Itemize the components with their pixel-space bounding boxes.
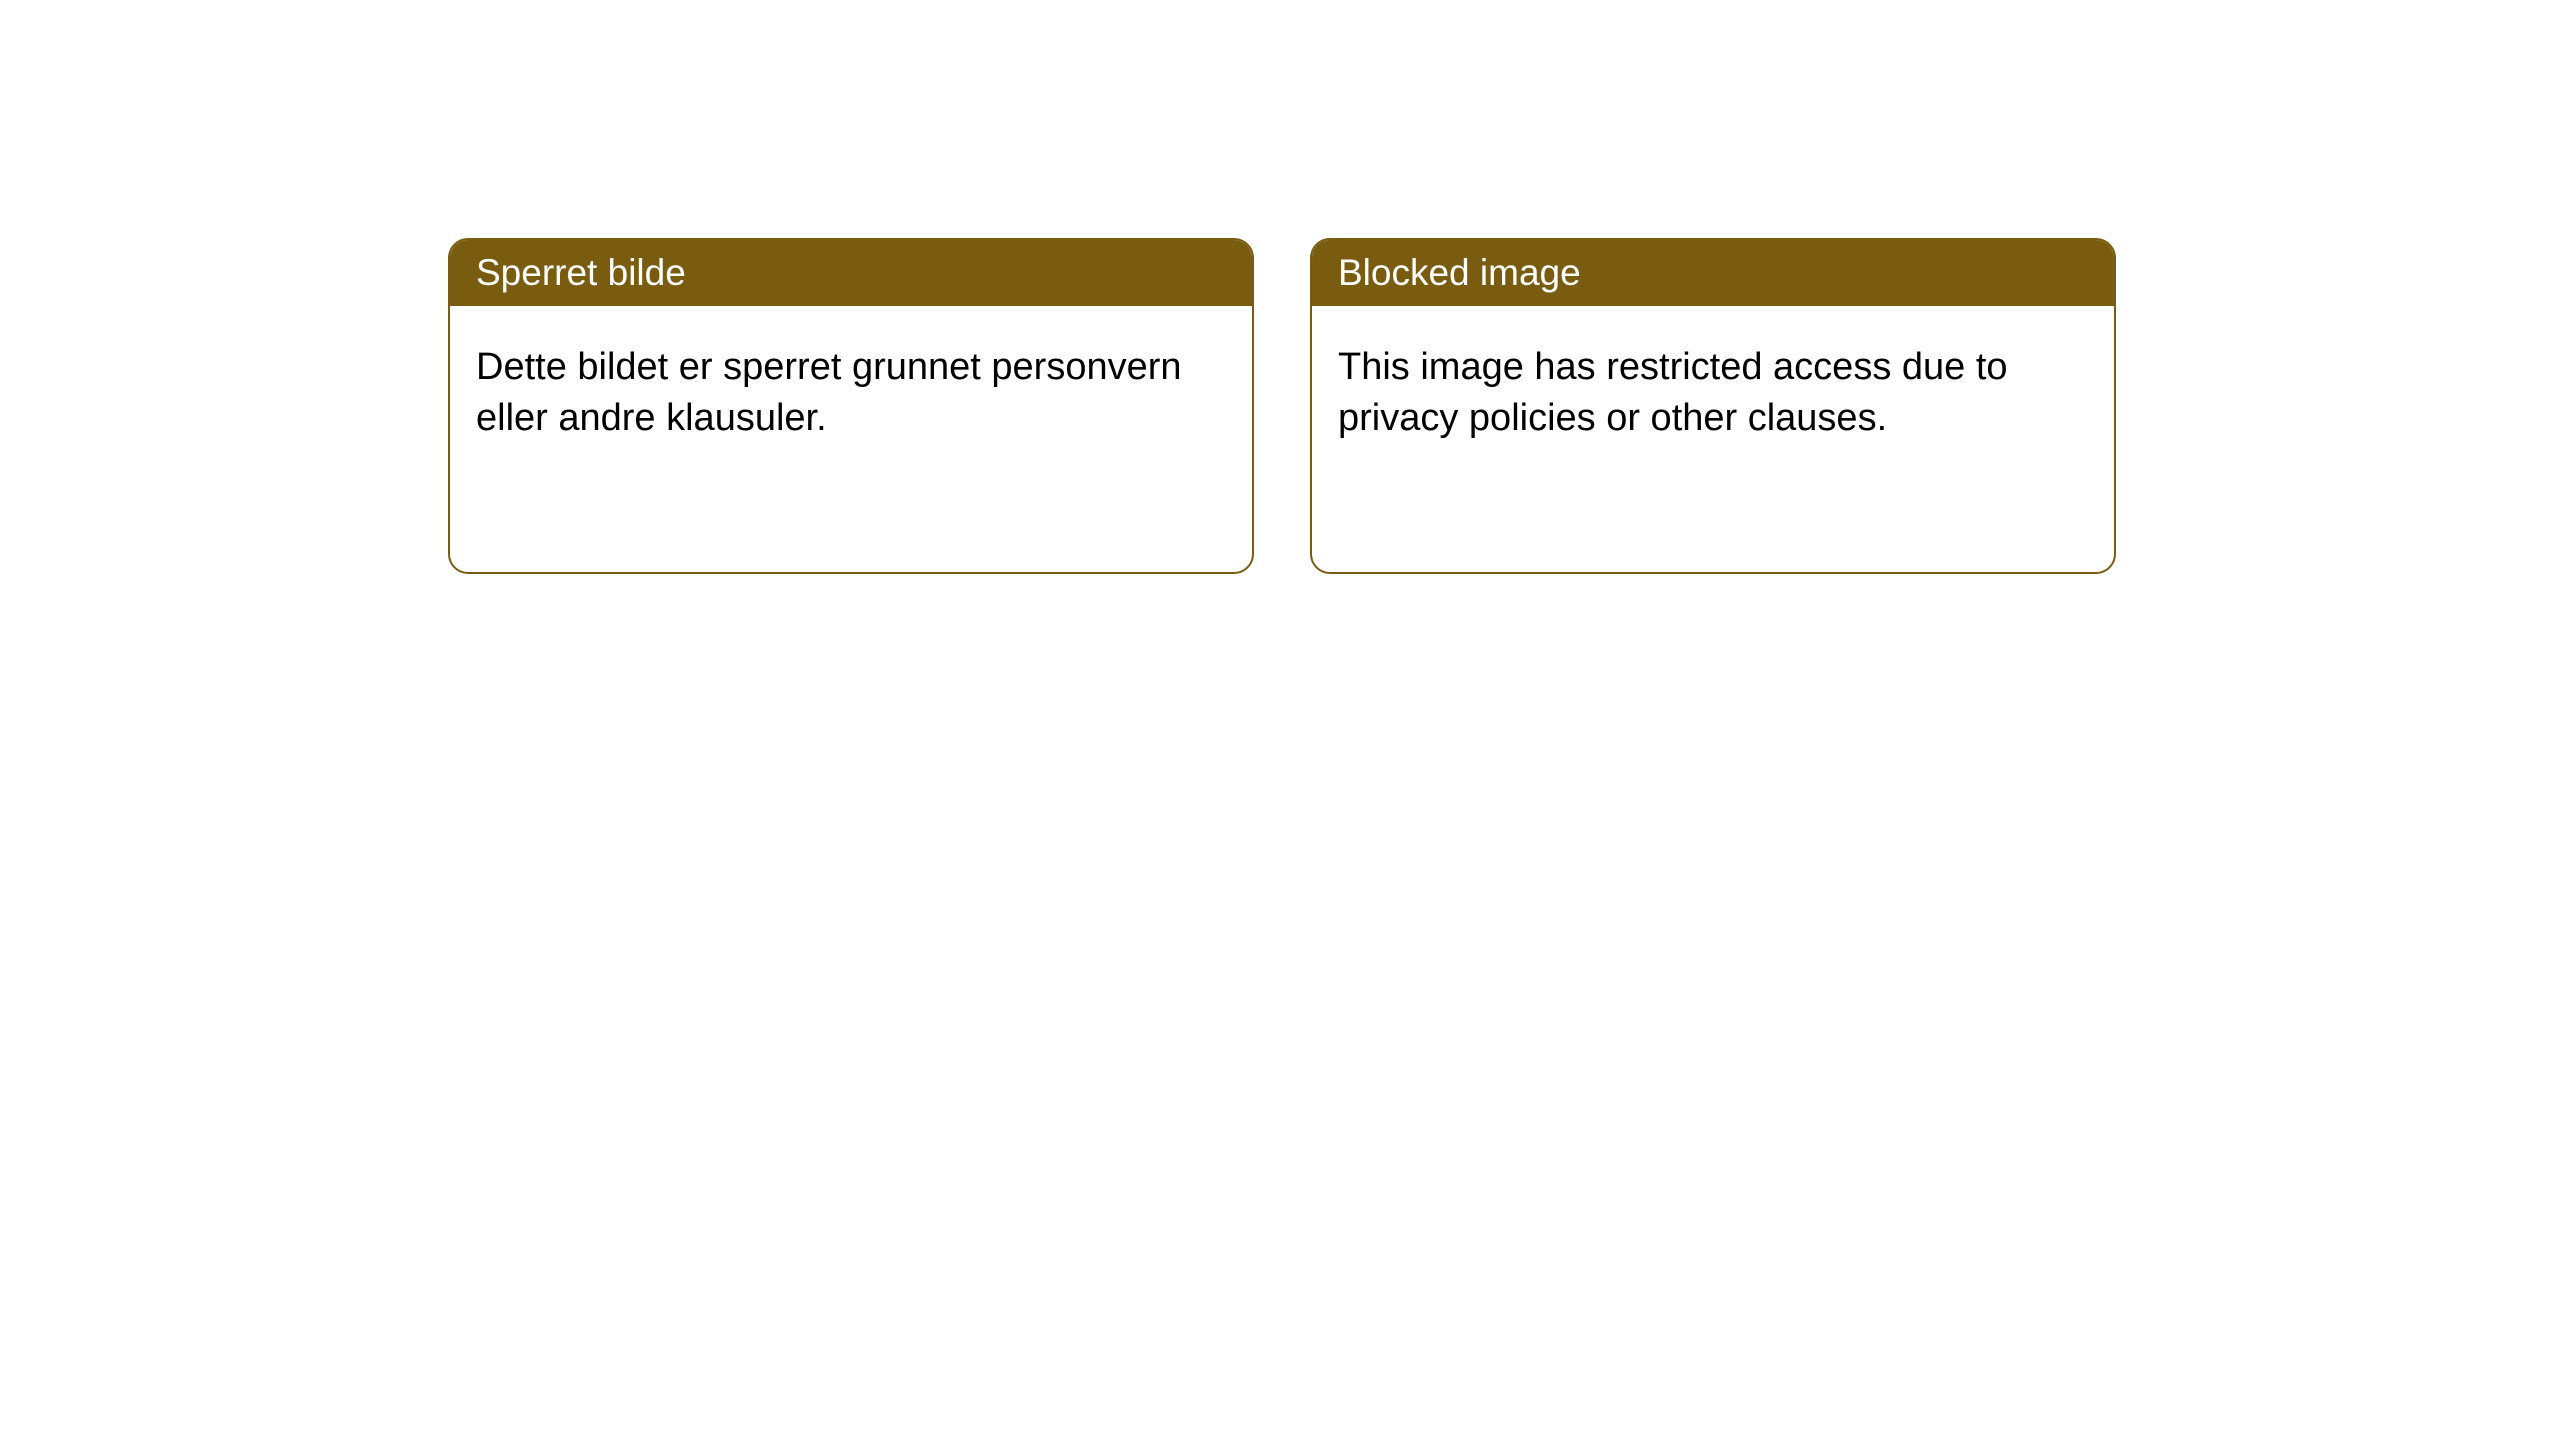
cards-container: Sperret bilde Dette bildet er sperret gr… — [0, 0, 2560, 574]
card-body-no: Dette bildet er sperret grunnet personve… — [450, 306, 1252, 481]
blocked-image-card-no: Sperret bilde Dette bildet er sperret gr… — [448, 238, 1254, 574]
card-body-en: This image has restricted access due to … — [1312, 306, 2114, 481]
card-title-en: Blocked image — [1312, 240, 2114, 306]
card-title-no: Sperret bilde — [450, 240, 1252, 306]
blocked-image-card-en: Blocked image This image has restricted … — [1310, 238, 2116, 574]
